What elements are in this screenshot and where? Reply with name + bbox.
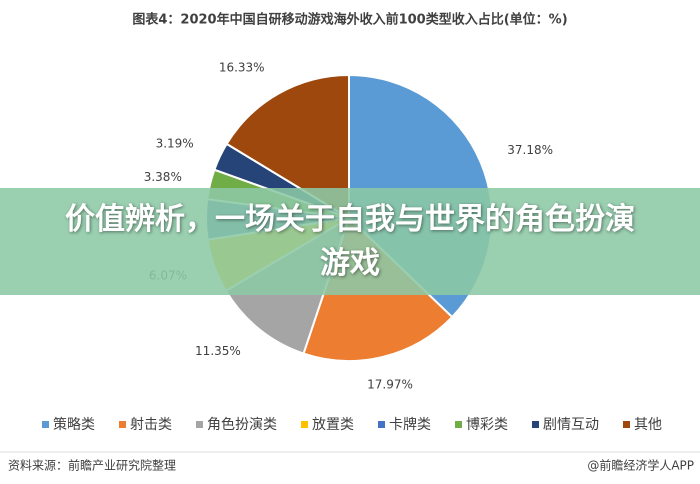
legend-label: 射击类 <box>130 417 172 433</box>
legend-label: 其他 <box>634 417 662 433</box>
legend-label: 角色扮演类 <box>207 416 277 433</box>
data-label: 37.18% <box>507 143 553 157</box>
data-label: 3.38% <box>144 170 182 184</box>
legend-marker <box>378 421 385 428</box>
legend-marker <box>532 421 539 428</box>
data-label: 3.19% <box>156 137 194 151</box>
legend-marker <box>301 421 308 428</box>
data-label: 17.97% <box>367 378 413 392</box>
legend-marker <box>42 421 49 428</box>
legend-marker <box>623 421 630 428</box>
legend-label: 博彩类 <box>466 416 508 433</box>
legend-label: 卡牌类 <box>389 416 431 433</box>
legend-marker <box>119 421 126 428</box>
pie-slice <box>225 73 350 220</box>
banner-title: 价值辨析，一场关于自我与世界的角色扮演游戏 <box>65 201 635 281</box>
data-label: 16.33% <box>219 61 265 75</box>
source: 资料来源：前瞻产业研究院整理 <box>8 458 176 473</box>
legend-label: 放置类 <box>312 417 354 433</box>
data-label: 11.35% <box>195 344 241 358</box>
legend-label: 策略类 <box>53 416 95 433</box>
chart-title: 图表4：2020年中国自研移动游戏海外收入前100类型收入占比(单位：%) <box>132 12 567 28</box>
credit: @前瞻经济学人APP <box>587 458 694 473</box>
legend-label: 剧情互动 <box>543 417 599 433</box>
legend-marker <box>455 421 462 428</box>
banner: 价值辨析，一场关于自我与世界的角色扮演游戏 <box>0 188 700 295</box>
legend-marker <box>196 421 203 428</box>
